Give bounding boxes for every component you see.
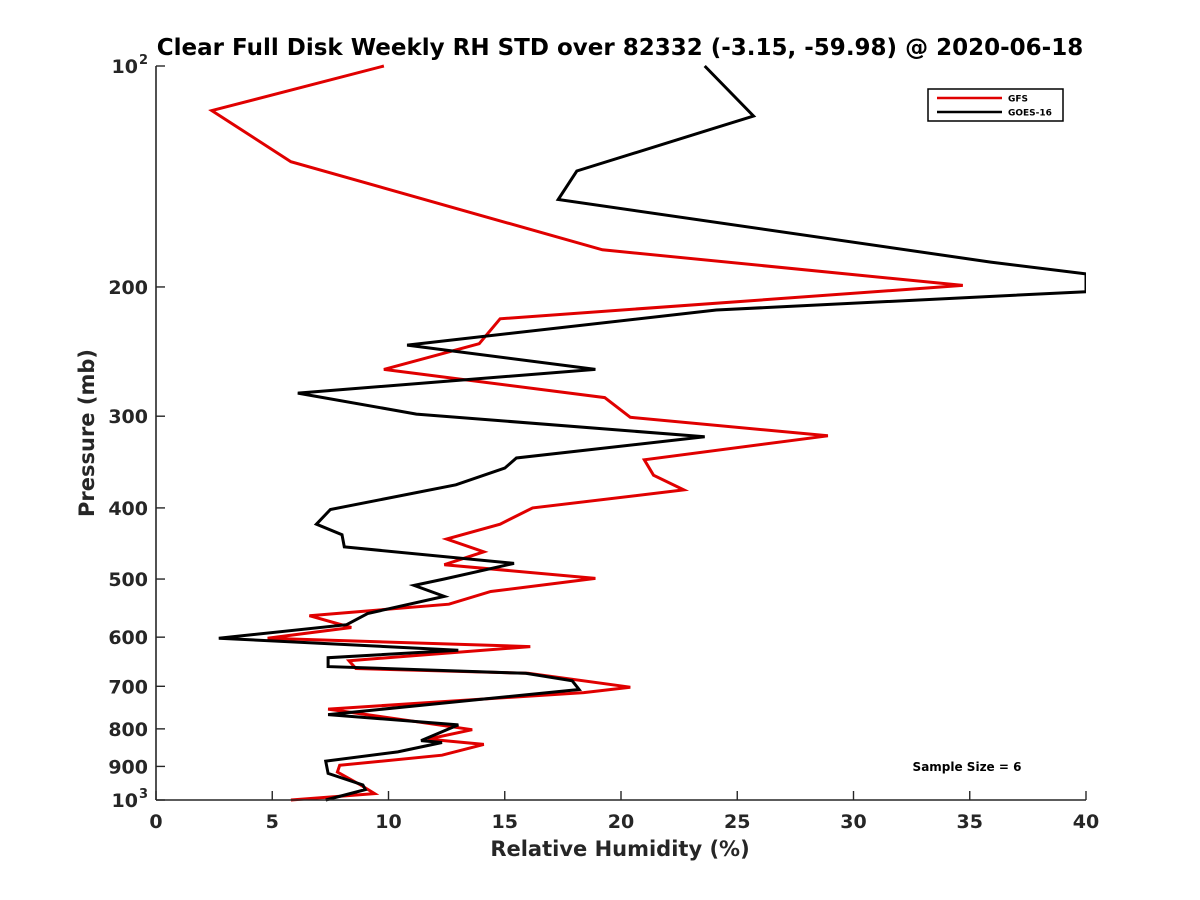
legend-label: GFS — [1008, 95, 1028, 105]
y-tick-label: 500 — [108, 569, 148, 591]
legend-box — [927, 88, 1064, 122]
x-axis-label: Relative Humidity (%) — [490, 837, 749, 861]
sample-size-annotation: Sample Size = 6 — [913, 760, 1022, 774]
y-tick-label-exponent: 2 — [139, 53, 148, 68]
x-tick-label: 40 — [1073, 811, 1099, 833]
chart-title: Clear Full Disk Weekly RH STD over 82332… — [157, 35, 1083, 61]
legend: GFS GOES-16 — [927, 88, 1064, 122]
y-tick-label: 600 — [108, 627, 148, 649]
x-tick-label: 0 — [149, 811, 162, 833]
y-tick-label: 900 — [108, 756, 148, 778]
y-tick-label: 200 — [108, 277, 148, 299]
x-tick-label: 30 — [840, 811, 866, 833]
y-tick-label: 10 — [112, 790, 138, 812]
y-tick-label: 10 — [112, 56, 138, 78]
y-tick-label: 400 — [108, 498, 148, 520]
x-tick-label: 10 — [375, 811, 401, 833]
y-tick-label: 300 — [108, 406, 148, 428]
y-tick-label-exponent: 3 — [139, 787, 148, 802]
y-tick-label: 700 — [108, 676, 148, 698]
x-tick-label: 35 — [957, 811, 983, 833]
x-tick-label: 25 — [724, 811, 750, 833]
series-line-goes-16 — [218, 64, 1086, 802]
y-axis-label: Pressure (mb) — [75, 349, 99, 517]
x-tick-label: 15 — [492, 811, 518, 833]
series-line-gfs — [208, 64, 963, 802]
x-tick-label: 5 — [266, 811, 279, 833]
x-tick-label: 20 — [608, 811, 634, 833]
axes — [155, 65, 1087, 801]
series-layer — [208, 64, 1086, 802]
y-tick-label: 800 — [108, 719, 148, 741]
legend-label: GOES-16 — [1008, 109, 1052, 119]
